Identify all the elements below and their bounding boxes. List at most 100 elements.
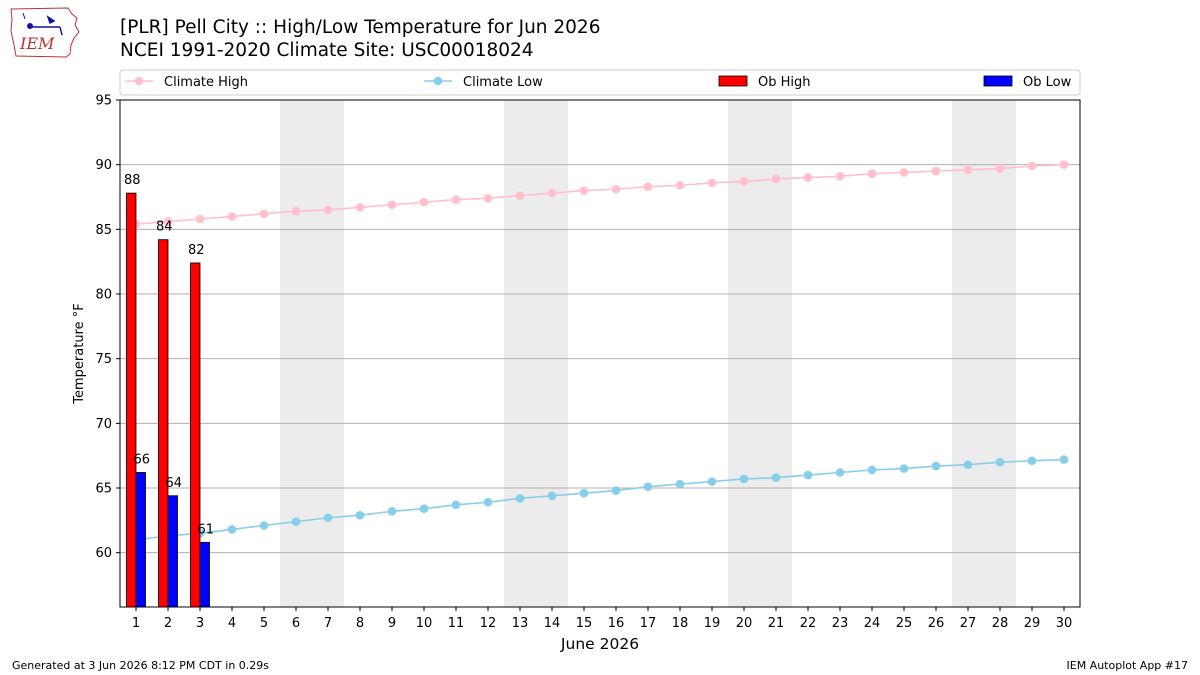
climate-low-point: [1027, 456, 1037, 466]
iowa-state-outline: [10, 7, 80, 58]
climate-low-legend-label: Climate Low: [463, 75, 543, 90]
x-tick-label: 11: [448, 616, 465, 631]
weekend-band: [728, 100, 792, 607]
ob-low-label: 66: [133, 452, 150, 467]
x-tick-label: 1: [132, 616, 140, 631]
climate-high-point: [1027, 161, 1037, 171]
x-tick-label: 29: [1024, 616, 1041, 631]
climate-high-legend-marker: [134, 76, 144, 86]
climate-high-point: [707, 178, 717, 188]
climate-low-point: [451, 500, 461, 510]
climate-low-point: [227, 525, 237, 534]
climate-low-point: [963, 460, 973, 470]
y-tick-label: 80: [95, 288, 112, 303]
x-tick-label: 21: [768, 616, 785, 631]
x-tick-label: 7: [324, 616, 332, 631]
climate-low-line: [135, 458, 1065, 541]
climate-low-point: [291, 517, 301, 526]
climate-high-point: [739, 177, 749, 186]
x-tick-label: 30: [1056, 616, 1073, 631]
x-tick-label: 20: [736, 616, 753, 631]
climate-high-point: [611, 184, 621, 194]
climate-high-line: [135, 163, 1065, 225]
ob-high-bar: [126, 192, 137, 608]
iem-logo: IEM: [10, 7, 80, 58]
climate-low-point: [419, 504, 429, 514]
climate-high-point: [995, 164, 1005, 173]
y-tick-label: 65: [95, 482, 112, 497]
x-tick-label: 24: [864, 616, 881, 631]
x-tick-label: 15: [576, 616, 593, 631]
x-tick-label: 4: [228, 616, 236, 631]
x-tick-label: 6: [292, 616, 300, 631]
chart-subtitle: NCEI 1991-2020 Climate Site: USC00018024: [120, 40, 534, 61]
x-tick-label: 12: [480, 616, 497, 631]
climate-high-point: [259, 209, 269, 219]
weekend-band: [952, 100, 1016, 607]
climate-low-legend-marker: [433, 76, 443, 86]
x-tick-label: 25: [896, 616, 913, 631]
x-tick-label: 23: [832, 616, 849, 631]
y-tick-label: 70: [95, 417, 112, 432]
y-tick-label: 60: [95, 546, 112, 561]
climate-high-point: [803, 173, 813, 182]
x-tick-label: 28: [992, 616, 1009, 631]
climate-high-point: [227, 212, 237, 221]
weather-station-icon: [22, 12, 63, 36]
climate-high-point: [515, 191, 525, 201]
climate-high-point: [771, 174, 781, 184]
ob-low-bar: [135, 472, 146, 608]
climate-high-point: [867, 169, 877, 179]
legend: Climate High Climate Low Ob High Ob Low: [119, 69, 1081, 96]
x-axis-label: June 2026: [560, 635, 639, 653]
app-credit: IEM Autoplot App #17: [1066, 659, 1189, 672]
weekend-band: [280, 100, 344, 607]
climate-high-point: [419, 197, 429, 207]
climate-low-point: [355, 510, 365, 520]
climate-high-point: [547, 188, 557, 198]
legend-frame: [119, 69, 1081, 96]
x-tick-label: 16: [608, 616, 625, 631]
ob-high-bar: [158, 239, 169, 608]
climate-high-point: [195, 214, 205, 224]
ob-low-label: 64: [165, 476, 182, 491]
weekend-band: [504, 100, 568, 607]
x-tick-label: 13: [512, 616, 529, 631]
climate-high-point: [387, 200, 397, 210]
ob-high-bar: [190, 262, 201, 608]
x-tick-label: 8: [356, 616, 364, 631]
ob-low-legend-swatch: [983, 75, 1013, 87]
climate-low-point: [1059, 455, 1069, 464]
ob-low-bar: [199, 541, 210, 608]
x-tick-label: 9: [388, 616, 396, 631]
climate-low-point: [483, 497, 493, 507]
x-tick-label: 18: [672, 616, 689, 631]
climate-low-point: [899, 464, 909, 473]
x-tick-label: 22: [800, 616, 817, 631]
climate-low-point: [835, 468, 845, 477]
y-tick-label: 90: [95, 158, 112, 173]
climate-high-point: [483, 193, 493, 203]
ob-high-label: 82: [188, 243, 205, 258]
climate-low-point: [643, 482, 653, 492]
y-axis-label: Temperature °F: [72, 303, 87, 404]
climate-high-point: [835, 172, 845, 181]
ob-high-legend-swatch: [718, 75, 748, 87]
climate-high-point: [163, 217, 173, 226]
climate-low-point: [259, 521, 269, 530]
climate-high-point: [931, 166, 941, 176]
climate-low-point: [579, 488, 589, 498]
ob-low-legend-label: Ob Low: [1023, 75, 1072, 90]
ob-low-label: 61: [197, 522, 214, 537]
climate-high-point: [675, 181, 685, 190]
x-tick-label: 26: [928, 616, 945, 631]
x-tick-label: 19: [704, 616, 721, 631]
climate-high-point: [323, 205, 333, 215]
y-tick-label: 75: [95, 352, 112, 367]
climate-low-point: [515, 494, 525, 503]
x-tick-label: 14: [544, 616, 561, 631]
x-tick-label: 27: [960, 616, 977, 631]
climate-low-point: [931, 461, 941, 471]
climate-low-point: [867, 465, 877, 475]
